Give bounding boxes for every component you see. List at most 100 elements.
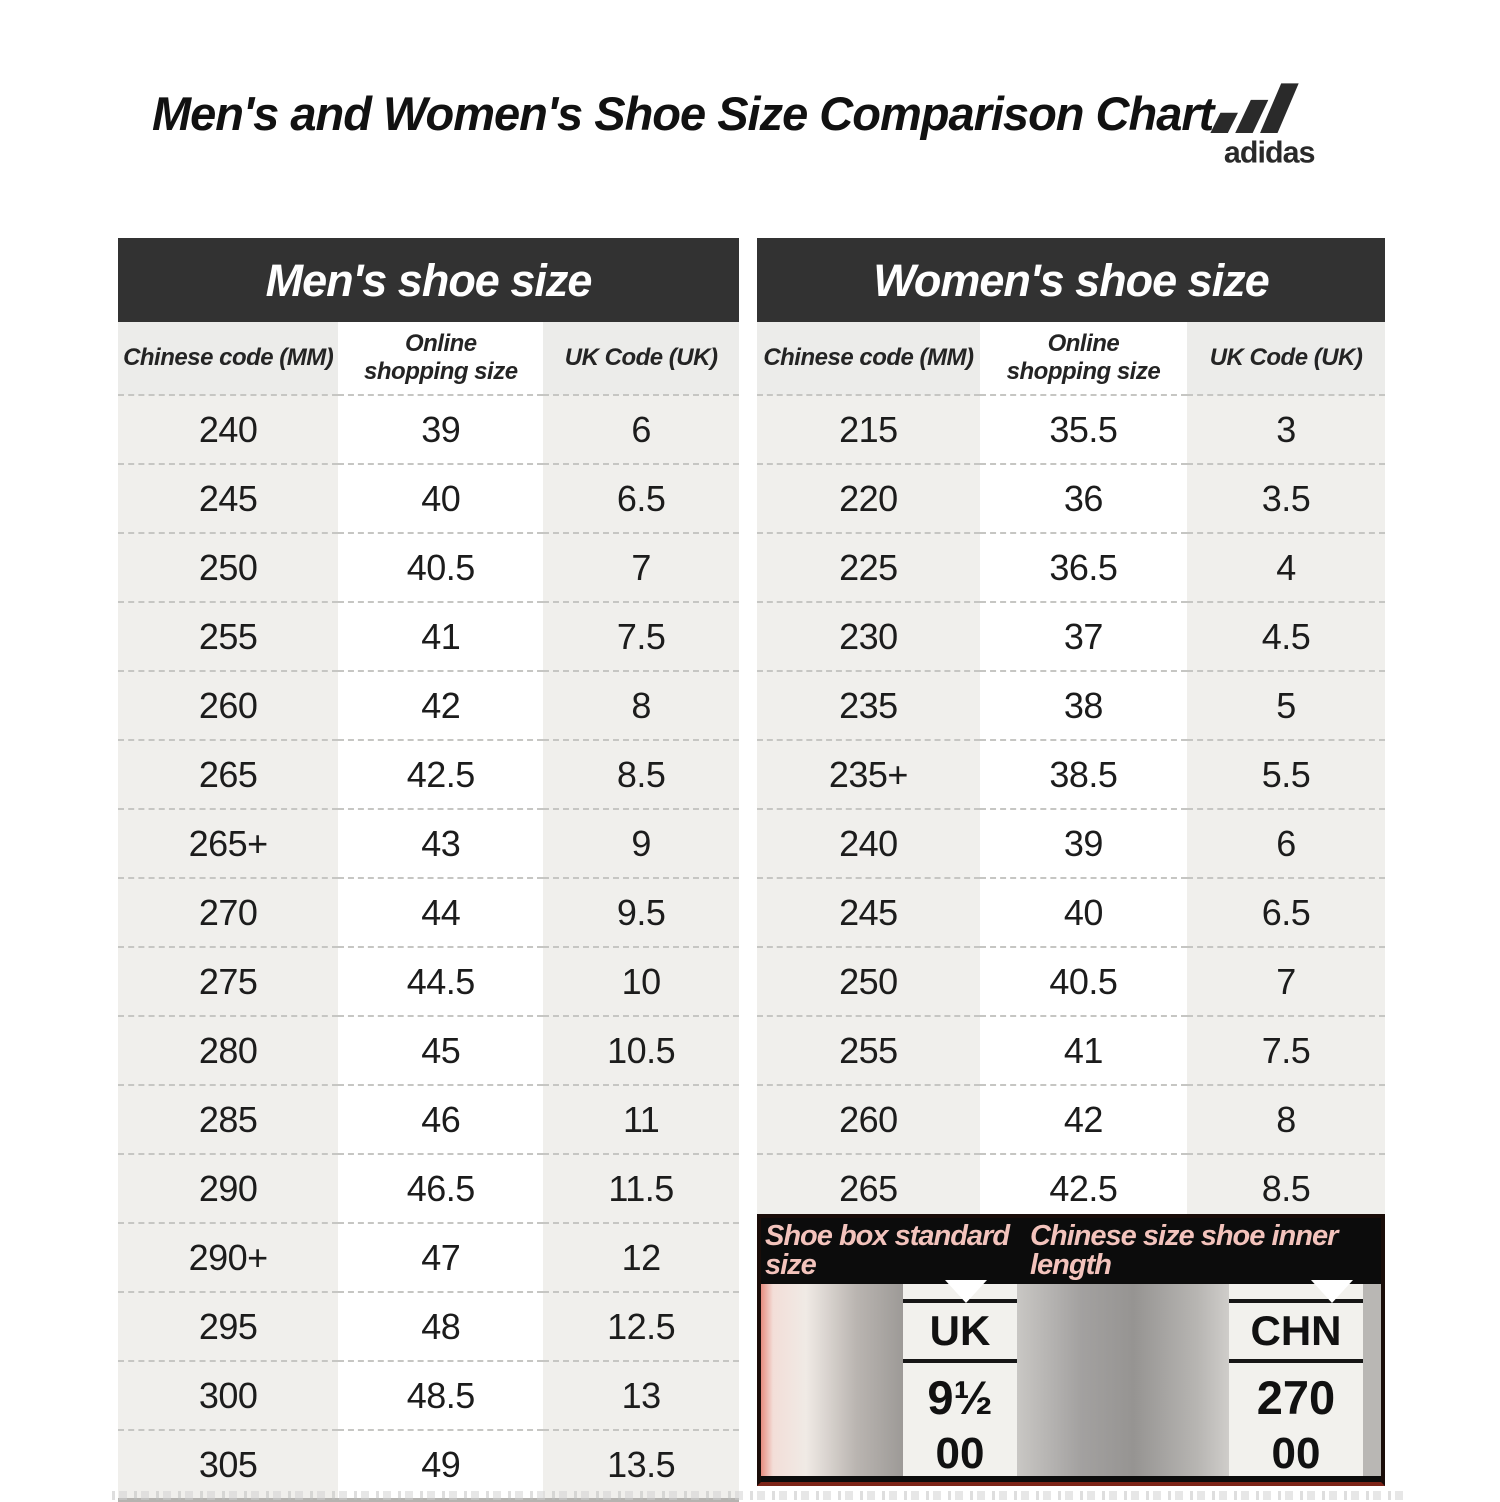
shoebox-standard-size-label: Shoe box standard size <box>765 1220 1010 1281</box>
table-row: 275 44.5 10 <box>118 947 739 1016</box>
table-cell: 270 <box>118 878 339 947</box>
pointer-triangle-right-icon <box>1311 1280 1353 1303</box>
table-cell: 255 <box>118 602 339 671</box>
table-cell: 12 <box>543 1223 739 1292</box>
table-row: 270 44 9.5 <box>118 878 739 947</box>
table-cell: 285 <box>118 1085 339 1154</box>
table-row: 280 45 10.5 <box>118 1016 739 1085</box>
shoebox-info-panel: Shoe box standard size Chinese size shoe… <box>757 1214 1385 1486</box>
table-cell: 40 <box>979 878 1188 947</box>
womens-table-title: Women's shoe size <box>757 238 1385 322</box>
table-row: 250 40.5 7 <box>757 947 1385 1016</box>
chn-size-value: 270 <box>1256 1371 1336 1425</box>
column-header-uk-code: UK Code (UK) <box>1187 322 1385 395</box>
table-row: 235+ 38.5 5.5 <box>757 740 1385 809</box>
table-cell: 265+ <box>118 809 339 878</box>
table-cell: 5 <box>1187 671 1385 740</box>
table-cell: 37 <box>979 602 1188 671</box>
table-cell: 260 <box>118 671 339 740</box>
table-row: 305 49 13.5 <box>118 1430 739 1500</box>
table-cell: 46 <box>338 1085 544 1154</box>
table-cell: 245 <box>757 878 980 947</box>
table-cell: 40.5 <box>979 947 1188 1016</box>
tag-bar <box>1229 1359 1363 1364</box>
table-cell: 245 <box>118 464 339 533</box>
header-row: Chinese code (MM) Online shopping size U… <box>757 322 1385 395</box>
table-cell: 280 <box>118 1016 339 1085</box>
chn-code-text: CHN <box>1250 1307 1342 1355</box>
womens-table: Chinese code (MM) Online shopping size U… <box>757 322 1385 1226</box>
page-title: Men's and Women's Shoe Size Comparison C… <box>152 87 1214 140</box>
womens-table-body: 215 35.5 3 220 36 3.5 225 36.5 4 230 37 4.5 235 38 5 23… <box>757 395 1385 1224</box>
table-row: 265 42.5 8.5 <box>757 1154 1385 1224</box>
table-cell: 235+ <box>757 740 980 809</box>
table-cell: 42 <box>979 1085 1188 1154</box>
table-cell: 45 <box>338 1016 544 1085</box>
table-cell: 290+ <box>118 1223 339 1292</box>
table-row: 260 42 8 <box>757 1085 1385 1154</box>
table-cell: 275 <box>118 947 339 1016</box>
table-cell: 5.5 <box>1187 740 1385 809</box>
table-cell: 42.5 <box>338 740 544 809</box>
adidas-wordmark: adidas <box>1224 136 1315 169</box>
table-cell: 11 <box>543 1085 739 1154</box>
table-row: 235 38 5 <box>757 671 1385 740</box>
table-cell: 230 <box>757 602 980 671</box>
table-cell: 38 <box>979 671 1188 740</box>
table-cell: 3 <box>1187 395 1385 464</box>
table-row: 300 48.5 13 <box>118 1361 739 1430</box>
chn-size-tag: CHN 270 00 <box>1229 1284 1363 1476</box>
table-cell: 10 <box>543 947 739 1016</box>
table-row: 260 42 8 <box>118 671 739 740</box>
table-cell: 4 <box>1187 533 1385 602</box>
table-cell: 47 <box>338 1223 544 1292</box>
adidas-logo: adidas <box>1210 83 1316 169</box>
mens-table-title: Men's shoe size <box>118 238 739 322</box>
uk-code-text: UK <box>929 1307 991 1355</box>
table-cell: 240 <box>118 395 339 464</box>
column-header-uk-code: UK Code (UK) <box>543 322 739 395</box>
clipped-footer-text <box>112 1491 1404 1500</box>
mens-table: Chinese code (MM) Online shopping size U… <box>118 322 739 1502</box>
table-cell: 290 <box>118 1154 339 1223</box>
table-cell: 6.5 <box>543 464 739 533</box>
table-row: 240 39 6 <box>118 395 739 464</box>
womens-size-table: Women's shoe size Chinese code (MM) Onli… <box>757 238 1385 1226</box>
chinese-inner-length-label: Chinese size shoe inner length <box>1029 1220 1338 1281</box>
table-row: 265+ 43 9 <box>118 809 739 878</box>
table-row: 290 46.5 11.5 <box>118 1154 739 1223</box>
table-row: 240 39 6 <box>757 809 1385 878</box>
table-cell: 7.5 <box>1187 1016 1385 1085</box>
table-cell: 42 <box>338 671 544 740</box>
table-cell: 49 <box>338 1430 544 1500</box>
table-cell: 8 <box>543 671 739 740</box>
table-cell: 8 <box>1187 1085 1385 1154</box>
table-cell: 250 <box>118 533 339 602</box>
table-cell: 255 <box>757 1016 980 1085</box>
pointer-triangle-left-icon <box>945 1280 987 1303</box>
table-row: 285 46 11 <box>118 1085 739 1154</box>
header-row: Chinese code (MM) Online shopping size U… <box>118 322 739 395</box>
uk-size-value: 9½ <box>927 1371 993 1425</box>
tag-bar <box>903 1359 1017 1364</box>
table-row: 245 40 6.5 <box>757 878 1385 947</box>
shoebox-photo: UK 9½ 00 CHN 270 00 <box>761 1284 1381 1476</box>
table-cell: 240 <box>757 809 980 878</box>
table-cell: 46.5 <box>338 1154 544 1223</box>
table-cell: 3.5 <box>1187 464 1385 533</box>
photo-blur-right <box>1363 1284 1381 1476</box>
table-cell: 300 <box>118 1361 339 1430</box>
table-cell: 48.5 <box>338 1361 544 1430</box>
table-cell: 220 <box>757 464 980 533</box>
table-row: 255 41 7.5 <box>757 1016 1385 1085</box>
table-cell: 36.5 <box>979 533 1188 602</box>
table-cell: 10.5 <box>543 1016 739 1085</box>
table-cell: 295 <box>118 1292 339 1361</box>
table-cell: 250 <box>757 947 980 1016</box>
table-cell: 40.5 <box>338 533 544 602</box>
table-cell: 7.5 <box>543 602 739 671</box>
table-cell: 44.5 <box>338 947 544 1016</box>
table-cell: 235 <box>757 671 980 740</box>
mens-size-table: Men's shoe size Chinese code (MM) Online… <box>118 238 739 1502</box>
table-row: 290+ 47 12 <box>118 1223 739 1292</box>
